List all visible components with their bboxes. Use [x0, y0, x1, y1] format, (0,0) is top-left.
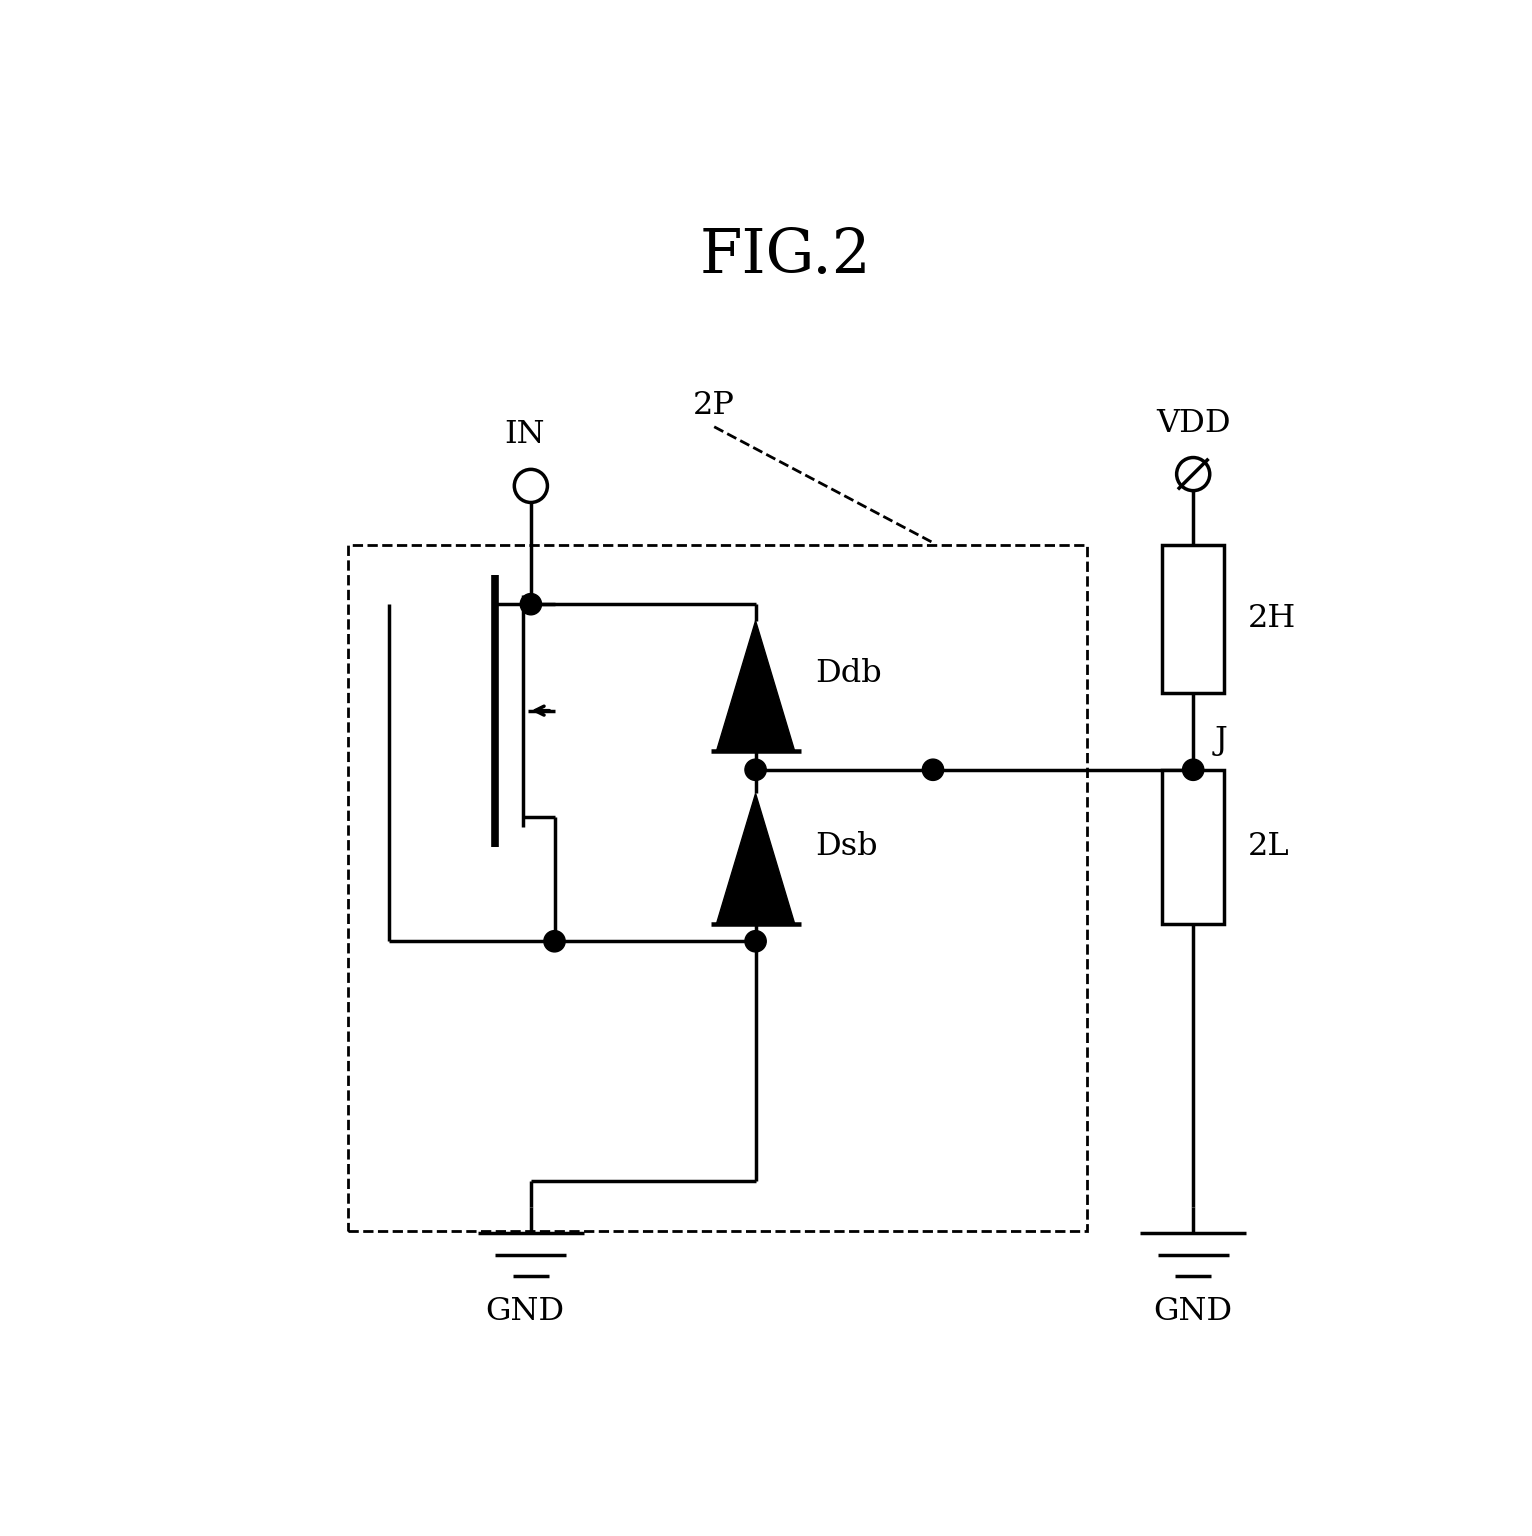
Bar	[1163, 770, 1224, 923]
Bar	[1163, 545, 1224, 693]
Text: Dsb: Dsb	[815, 831, 878, 862]
Text: 2L: 2L	[1247, 831, 1290, 862]
Circle shape	[922, 759, 944, 780]
Circle shape	[544, 931, 565, 952]
Text: 2H: 2H	[1247, 604, 1296, 634]
Text: IN: IN	[504, 419, 545, 450]
Text: 2P: 2P	[694, 390, 735, 421]
Polygon shape	[717, 794, 795, 923]
Circle shape	[521, 593, 541, 614]
Text: GND: GND	[486, 1296, 564, 1327]
Polygon shape	[717, 621, 795, 751]
Circle shape	[745, 931, 766, 952]
Text: FIG.2: FIG.2	[699, 226, 872, 286]
Circle shape	[1183, 759, 1204, 780]
Text: VDD: VDD	[1155, 407, 1230, 439]
Text: Ddb: Ddb	[815, 659, 881, 690]
Circle shape	[745, 759, 766, 780]
Text: GND: GND	[1154, 1296, 1233, 1327]
Text: J: J	[1215, 725, 1227, 756]
Bar	[348, 545, 1086, 1230]
